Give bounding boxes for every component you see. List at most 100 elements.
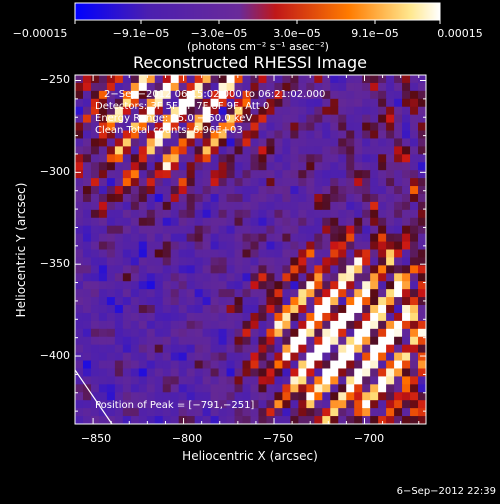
heatmap-cell xyxy=(402,297,411,306)
heatmap-cell xyxy=(282,360,291,370)
heatmap-cell xyxy=(290,82,299,92)
heatmap-cell xyxy=(378,154,387,163)
heatmap-cell xyxy=(250,392,260,401)
heatmap-cell xyxy=(90,162,100,171)
heatmap-cell xyxy=(394,225,403,235)
heatmap-cell xyxy=(138,305,148,314)
heatmap-cell xyxy=(258,344,268,354)
heatmap-cell xyxy=(106,336,116,346)
heatmap-cell xyxy=(218,305,228,314)
heatmap-cell xyxy=(250,201,260,211)
heatmap-cell xyxy=(242,328,252,338)
heatmap-cell xyxy=(322,305,331,314)
heatmap-cell xyxy=(146,130,156,140)
heatmap-cell xyxy=(250,344,260,354)
heatmap-cell xyxy=(138,130,148,140)
heatmap-cell xyxy=(306,233,315,243)
heatmap-cell xyxy=(322,98,331,108)
heatmap-cell xyxy=(234,305,244,314)
heatmap-cell xyxy=(130,344,140,354)
heatmap-cell xyxy=(330,75,339,84)
heatmap-cell xyxy=(234,360,244,370)
heatmap-cell xyxy=(194,154,204,163)
heatmap-cell xyxy=(314,352,323,362)
heatmap-cell xyxy=(306,98,315,108)
heatmap-cell xyxy=(386,352,395,362)
heatmap-cell xyxy=(234,273,244,282)
heatmap-cell xyxy=(386,400,395,409)
heatmap-cell xyxy=(178,336,188,346)
heatmap-cell xyxy=(306,344,315,354)
heatmap-cell xyxy=(98,233,108,243)
heatmap-cell xyxy=(178,273,188,282)
heatmap-cell xyxy=(266,130,276,140)
heatmap-cell xyxy=(170,384,180,393)
heatmap-cell xyxy=(194,384,204,393)
heatmap-cell xyxy=(362,225,371,235)
heatmap-cell xyxy=(418,328,426,338)
heatmap-cell xyxy=(266,257,276,266)
heatmap-cell xyxy=(378,360,387,370)
heatmap-cell xyxy=(290,392,299,401)
heatmap-cell xyxy=(210,225,220,235)
heatmap-cell xyxy=(282,289,291,298)
heatmap-cell xyxy=(386,360,395,370)
heatmap-cell xyxy=(282,265,291,274)
heatmap-cell xyxy=(322,336,331,346)
heatmap-cell xyxy=(370,360,379,370)
heatmap-cell xyxy=(98,249,108,259)
heatmap-cell xyxy=(354,201,363,211)
heatmap-cell xyxy=(338,384,347,393)
heatmap-cell xyxy=(146,384,156,393)
heatmap-cell xyxy=(402,408,411,417)
heatmap-cell xyxy=(314,257,323,266)
heatmap-cell xyxy=(250,154,260,163)
heatmap-cell xyxy=(82,344,92,354)
heatmap-cell xyxy=(322,209,331,219)
heatmap-cell xyxy=(298,154,307,163)
heatmap-cell xyxy=(346,265,355,274)
heatmap-cell xyxy=(170,320,180,330)
heatmap-cell xyxy=(218,193,228,203)
heatmap-cell xyxy=(250,376,260,385)
heatmap-cell xyxy=(314,305,323,314)
heatmap-cell xyxy=(138,249,148,259)
heatmap-cell xyxy=(410,209,419,219)
heatmap-cell xyxy=(75,336,84,346)
heatmap-cell xyxy=(298,90,307,100)
heatmap-cell xyxy=(162,352,172,362)
heatmap-cell xyxy=(410,384,419,393)
heatmap-cell xyxy=(194,257,204,266)
heatmap-cell xyxy=(402,162,411,171)
heatmap-cell xyxy=(322,320,331,330)
heatmap-cell xyxy=(242,281,252,290)
heatmap-cell xyxy=(122,344,132,354)
heatmap-cell xyxy=(218,75,228,84)
heatmap-cell xyxy=(202,178,212,187)
heatmap-cell xyxy=(330,408,339,417)
heatmap-cell xyxy=(402,106,411,116)
heatmap-cell xyxy=(266,352,276,362)
heatmap-cell xyxy=(410,146,419,155)
heatmap-cell xyxy=(402,130,411,140)
heatmap-cell xyxy=(154,360,164,370)
heatmap-cell xyxy=(330,82,339,92)
heatmap-cell xyxy=(242,114,252,124)
heatmap-cell xyxy=(330,201,339,211)
heatmap-cell xyxy=(90,360,100,370)
heatmap-cell xyxy=(338,249,347,259)
heatmap-cell xyxy=(250,114,260,124)
heatmap-cell xyxy=(266,273,276,282)
heatmap-cell xyxy=(298,400,307,409)
heatmap-cell xyxy=(178,360,188,370)
heatmap-cell xyxy=(354,146,363,155)
heatmap-cell xyxy=(82,305,92,314)
heatmap-cell xyxy=(378,305,387,314)
heatmap-cell xyxy=(418,193,426,203)
heatmap-cell xyxy=(202,281,212,290)
heatmap-cell xyxy=(330,344,339,354)
heatmap-cell xyxy=(234,265,244,274)
heatmap-cell xyxy=(290,400,299,409)
heatmap-cell xyxy=(370,265,379,274)
heatmap-cell xyxy=(330,265,339,274)
